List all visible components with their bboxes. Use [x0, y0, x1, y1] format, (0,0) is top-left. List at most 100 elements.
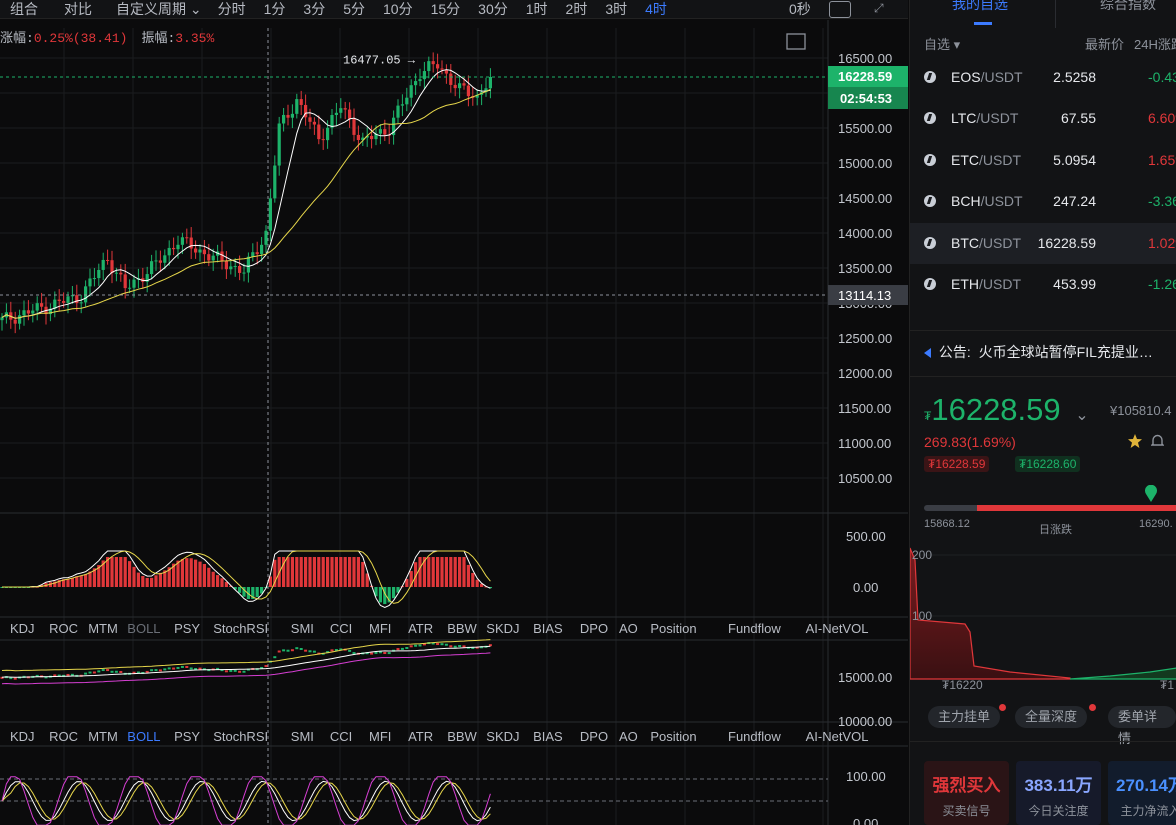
indicator-tab-boll[interactable]: BOLL [127, 621, 160, 636]
indicator-tab-position[interactable]: Position [650, 621, 696, 636]
signal-card[interactable]: 383.11万 今日关注度 [1016, 761, 1101, 825]
toolbar-item[interactable]: 分时 [217, 1, 246, 17]
macd-bar [480, 583, 484, 587]
candle [202, 239, 206, 264]
tab-order-details[interactable]: 委单详情 [1108, 706, 1176, 746]
star-icon[interactable] [1128, 434, 1142, 448]
indicator-tab-smi[interactable]: SMI [291, 729, 314, 744]
price-chart[interactable]: 涨幅:0.25%(38.41) 振幅:3.35% 16477.05 → 16500.0… [0, 20, 908, 825]
watchlist-row-ltc[interactable]: LTC/USDT 67.55 6.60% [910, 98, 1176, 139]
boll-candle [396, 648, 400, 651]
indicator-tab-fundflow[interactable]: Fundflow [728, 621, 781, 636]
candle [396, 99, 400, 124]
indicator-tab-cci[interactable]: CCI [330, 729, 352, 744]
indicator-tab-stochrsi[interactable]: StochRSI [213, 621, 268, 636]
candle [409, 79, 413, 107]
watchlist-row-bch[interactable]: BCH/USDT 247.24 -3.36% [910, 181, 1176, 222]
candle [158, 250, 162, 272]
toolbar-item[interactable]: 2时 [565, 1, 588, 17]
pair-name: BTC/USDT [951, 234, 1021, 251]
indicator-tab-bbw[interactable]: BBW [447, 621, 477, 636]
boll-candle [176, 666, 180, 669]
indicator-tab-skdj[interactable]: SKDJ [486, 621, 519, 636]
macd-bar [453, 557, 457, 587]
indicator-tab-dpo[interactable]: DPO [580, 729, 608, 744]
indicator-tab-kdj[interactable]: KDJ [10, 621, 35, 636]
watchlist-filter[interactable]: 自选 ▾ [924, 37, 961, 52]
boll-candle [418, 644, 422, 647]
toolbar-item[interactable]: 1分 [263, 1, 286, 17]
watchlist-row-btc[interactable]: BTC/USDT 16228.59 1.02% [910, 222, 1176, 264]
pair-name: EOS/USDT [951, 69, 1023, 85]
indicator-tab-ai-netvol[interactable]: AI-NetVOL [806, 729, 869, 744]
toolbar-item[interactable]: 3分 [303, 1, 326, 17]
announcement-bar[interactable]: 公告: 火币全球站暂停FIL充提业… [924, 342, 1176, 362]
indicator-tab-psy[interactable]: PSY [174, 729, 200, 744]
toolbar-item[interactable]: 3时 [605, 1, 628, 17]
toolbar-item[interactable]: 对比 [64, 1, 92, 17]
signal-card[interactable]: 270.14万主力净流入 [1108, 761, 1176, 825]
tab-main-orders[interactable]: 主力挂单 [928, 706, 1001, 728]
indicator-tab-mtm[interactable]: MTM [88, 729, 118, 744]
indicator-tab-fundflow[interactable]: Fundflow [728, 729, 781, 744]
toolbar-item[interactable]: 组合 [10, 1, 38, 17]
indicator-tab-cci[interactable]: CCI [330, 621, 352, 636]
depth-chart[interactable]: 200 100 ₮16220 ₮1 [910, 540, 1176, 700]
indicator-tab-mtm[interactable]: MTM [88, 621, 118, 636]
toolbar-item[interactable]: 30分 [478, 1, 508, 17]
indicator-tab-mfi[interactable]: MFI [369, 729, 391, 744]
boll-candle [185, 665, 189, 668]
toolbar-item[interactable]: 5分 [343, 1, 366, 17]
indicator-tab-bbw[interactable]: BBW [447, 729, 477, 744]
watchlist-row-eos[interactable]: EOS/USDT 2.5258 -0.43% [910, 57, 1176, 98]
price-tick: 12000.00 [838, 366, 892, 381]
indicator-tab-ai-netvol[interactable]: AI-NetVOL [806, 621, 869, 636]
indicator-tab-bias[interactable]: BIAS [533, 621, 563, 636]
macd-bar [339, 557, 343, 587]
macd-bar [255, 587, 259, 597]
indicator-tab-boll[interactable]: BOLL [127, 729, 160, 744]
indicator-tab-position[interactable]: Position [650, 729, 696, 744]
indicator-tab-mfi[interactable]: MFI [369, 621, 391, 636]
candle [268, 188, 272, 241]
indicator-tab-psy[interactable]: PSY [174, 621, 200, 636]
macd-bar [79, 575, 83, 587]
watchlist-row-eth[interactable]: ETH/USDT 453.99 -1.26% [910, 264, 1176, 305]
indicator-tab-atr[interactable]: ATR [408, 729, 433, 744]
toolbar-item[interactable]: 10分 [383, 1, 413, 17]
tab-full-depth[interactable]: 全量深度 [1015, 706, 1088, 728]
indicator-tab-kdj[interactable]: KDJ [10, 729, 35, 744]
chevron-down-icon[interactable]: ⌄ [1075, 407, 1089, 424]
refresh-seconds[interactable]: 0秒 [789, 1, 811, 17]
indicator-tab-skdj[interactable]: SKDJ [486, 729, 519, 744]
candle [238, 255, 242, 281]
signal-card[interactable]: 强烈买入 买卖信号 [924, 761, 1009, 825]
toolbar-item[interactable]: 4时 [645, 1, 667, 17]
announcement-text[interactable]: 火币全球站暂停FIL充提业… [978, 344, 1153, 360]
expand-icon[interactable]: ⤢ [874, 1, 884, 15]
candle [92, 268, 96, 287]
camera-icon[interactable] [829, 1, 851, 18]
candle [128, 279, 132, 294]
indicator-tab-ao[interactable]: AO [619, 621, 638, 636]
indicator-tab-dpo[interactable]: DPO [580, 621, 608, 636]
watchlist-row-etc[interactable]: ETC/USDT 5.0954 1.65% [910, 140, 1176, 181]
fullscreen-icon[interactable] [786, 33, 806, 50]
header-latest-price: 最新价 [1085, 37, 1125, 52]
toolbar-item[interactable]: 自定义周期 ⌄ [116, 1, 202, 17]
indicator-tab-bias[interactable]: BIAS [533, 729, 563, 744]
toolbar-item[interactable]: 1时 [525, 1, 548, 17]
tab-composite-index[interactable]: 综合指数 [1100, 0, 1156, 12]
indicator-tab-ao[interactable]: AO [619, 729, 638, 744]
toolbar-item[interactable]: 15分 [430, 1, 461, 17]
indicator-tab-roc[interactable]: ROC [49, 621, 78, 636]
indicator-tab-atr[interactable]: ATR [408, 621, 433, 636]
indicator-tab-roc[interactable]: ROC [49, 729, 78, 744]
tab-my-watchlist[interactable]: 我的自选 [952, 0, 1008, 12]
range-marker-icon [1144, 484, 1158, 503]
indicator-tab-stochrsi[interactable]: StochRSI [213, 729, 268, 744]
boll-candle [308, 650, 312, 653]
indicator-tab-smi[interactable]: SMI [291, 621, 314, 636]
bell-icon[interactable] [1150, 434, 1165, 448]
boll-upper-line [1, 639, 491, 672]
